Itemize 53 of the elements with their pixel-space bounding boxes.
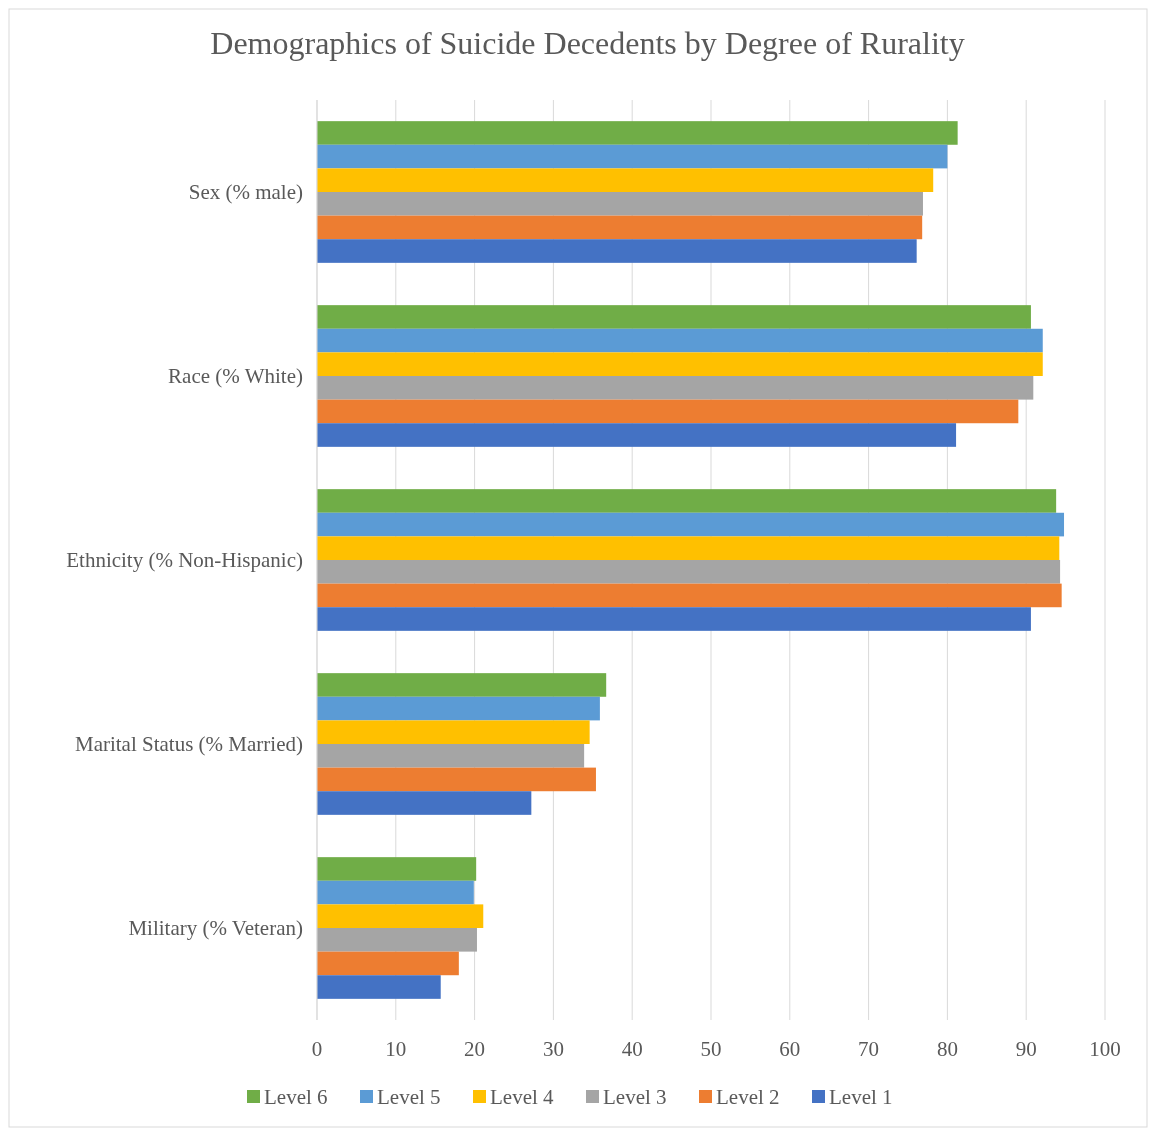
- bar: [317, 239, 917, 263]
- bar: [317, 399, 1019, 424]
- bar: [317, 975, 441, 999]
- chart-title: Demographics of Suicide Decedents by Degree of Rurality: [210, 25, 965, 61]
- y-tick-label: Marital Status (% Married): [74, 732, 303, 756]
- bar: [317, 696, 600, 721]
- bar: [317, 376, 1034, 400]
- bar: [317, 536, 1060, 560]
- x-tick-label: 70: [858, 1037, 880, 1061]
- bar: [317, 744, 585, 768]
- x-tick-label: 80: [936, 1037, 958, 1061]
- legend-label: Level 2: [716, 1085, 780, 1109]
- bar: [317, 607, 1031, 631]
- bar: [317, 767, 596, 792]
- bar: [317, 352, 1043, 376]
- legend-label: Level 6: [264, 1085, 328, 1109]
- bar: [317, 560, 1061, 584]
- y-tick-label: Race (% White): [168, 364, 303, 388]
- bar: [317, 583, 1062, 608]
- x-tick-label: 10: [385, 1037, 407, 1061]
- x-tick-label: 40: [621, 1037, 643, 1061]
- y-tick-label: Ethnicity (% Non-Hispanic): [66, 548, 303, 572]
- legend-label: Level 4: [490, 1085, 555, 1109]
- bar: [317, 951, 459, 976]
- bar: [317, 673, 607, 697]
- bar: [317, 192, 923, 216]
- x-tick-label: 100: [1089, 1037, 1121, 1061]
- bar: [317, 121, 958, 145]
- bar: [317, 328, 1043, 353]
- bar: [317, 791, 532, 815]
- x-tick-label: 90: [1015, 1037, 1037, 1061]
- bar: [317, 512, 1065, 537]
- bar: [317, 880, 474, 905]
- legend-label: Level 5: [377, 1085, 441, 1109]
- y-tick-label: Military (% Veteran): [128, 916, 303, 940]
- bar: [317, 489, 1057, 513]
- bar: [317, 423, 957, 447]
- bar: [317, 305, 1031, 329]
- x-tick-label: 60: [779, 1037, 801, 1061]
- x-tick-label: 50: [700, 1037, 722, 1061]
- legend-label: Level 3: [603, 1085, 667, 1109]
- bar: [317, 928, 477, 952]
- bar: [317, 857, 477, 881]
- x-tick-label: 0: [311, 1037, 323, 1061]
- legend-label: Level 1: [829, 1085, 893, 1109]
- y-tick-label: Sex (% male): [188, 180, 303, 204]
- bar: [317, 720, 590, 744]
- x-tick-label: 20: [464, 1037, 486, 1061]
- bar: [317, 168, 934, 192]
- bar: [317, 904, 484, 928]
- bar: [317, 215, 923, 240]
- bar: [317, 144, 948, 169]
- x-tick-label: 30: [542, 1037, 564, 1061]
